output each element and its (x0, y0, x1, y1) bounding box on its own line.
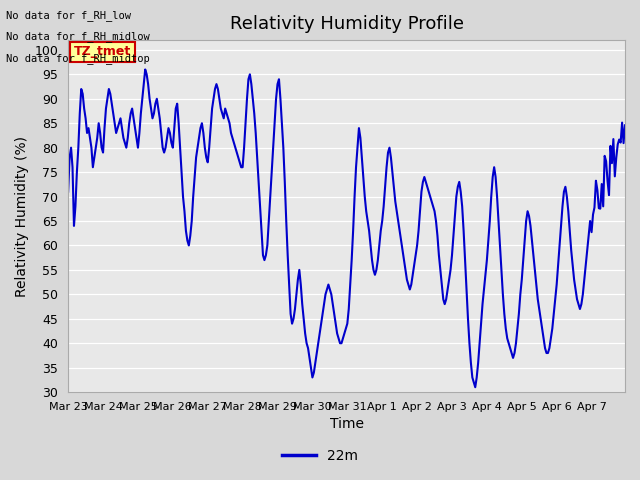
Y-axis label: Relativity Humidity (%): Relativity Humidity (%) (15, 136, 29, 297)
Title: Relativity Humidity Profile: Relativity Humidity Profile (230, 15, 463, 33)
Text: TZ_tmet: TZ_tmet (74, 46, 131, 59)
Text: No data for f_RH_midlow: No data for f_RH_midlow (6, 31, 150, 42)
X-axis label: Time: Time (330, 418, 364, 432)
Legend: 22m: 22m (276, 443, 364, 468)
Text: No data for f_RH_low: No data for f_RH_low (6, 10, 131, 21)
Text: No data for f_RH_midtop: No data for f_RH_midtop (6, 53, 150, 64)
